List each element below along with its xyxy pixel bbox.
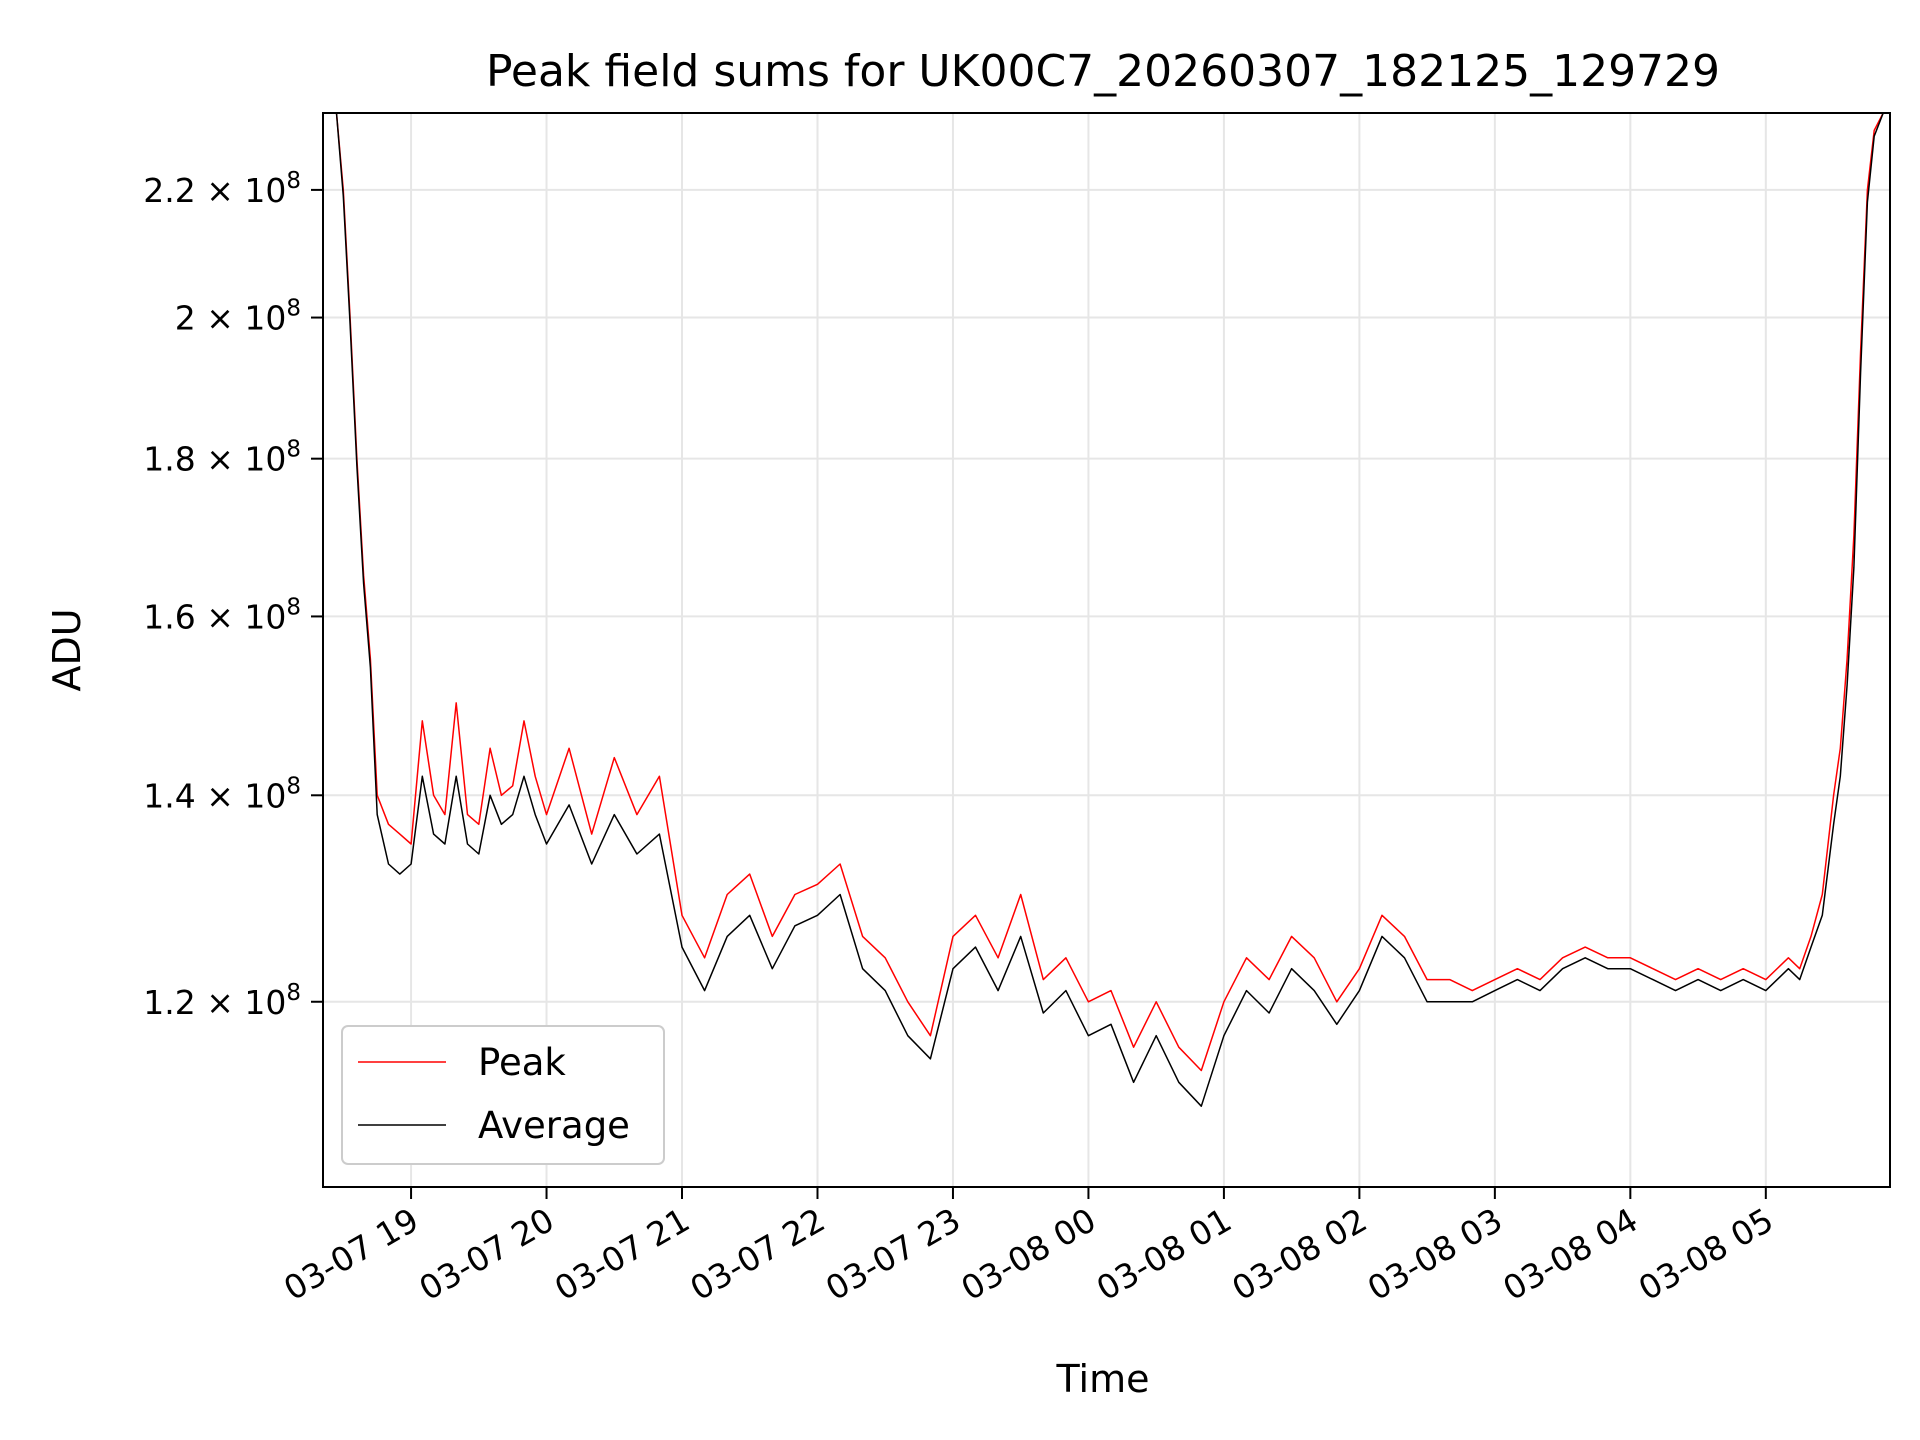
legend-peak-label: Peak bbox=[478, 1041, 566, 1084]
chart-title: Peak field sums for UK00C7_20260307_1821… bbox=[486, 46, 1720, 97]
y-tick-label: 1.4 × 108 bbox=[143, 773, 301, 815]
x-axis-label: Time bbox=[1056, 1357, 1150, 1401]
series-line-average bbox=[323, 112, 1890, 1107]
legend-average-label: Average bbox=[478, 1104, 630, 1147]
series-line-peak bbox=[323, 112, 1890, 1072]
y-tick-label: 2.2 × 108 bbox=[143, 168, 301, 210]
plot-frame bbox=[322, 112, 1891, 1188]
plot-series bbox=[323, 112, 1890, 1107]
y-tick-label: 1.2 × 108 bbox=[143, 980, 301, 1022]
y-axis-label: ADU bbox=[45, 608, 89, 691]
y-tick-label: 1.6 × 108 bbox=[143, 594, 301, 636]
y-tick-label: 1.8 × 108 bbox=[143, 437, 301, 479]
y-tick-label: 2 × 108 bbox=[175, 296, 301, 338]
legend: Peak Average bbox=[341, 1025, 665, 1165]
legend-box bbox=[341, 1025, 665, 1165]
grid-lines bbox=[323, 113, 1890, 1187]
y-axis-ticks: 1.2 × 108 1.4 × 108 1.6 × 108 1.8 × 108 2 × … bbox=[143, 168, 323, 1022]
